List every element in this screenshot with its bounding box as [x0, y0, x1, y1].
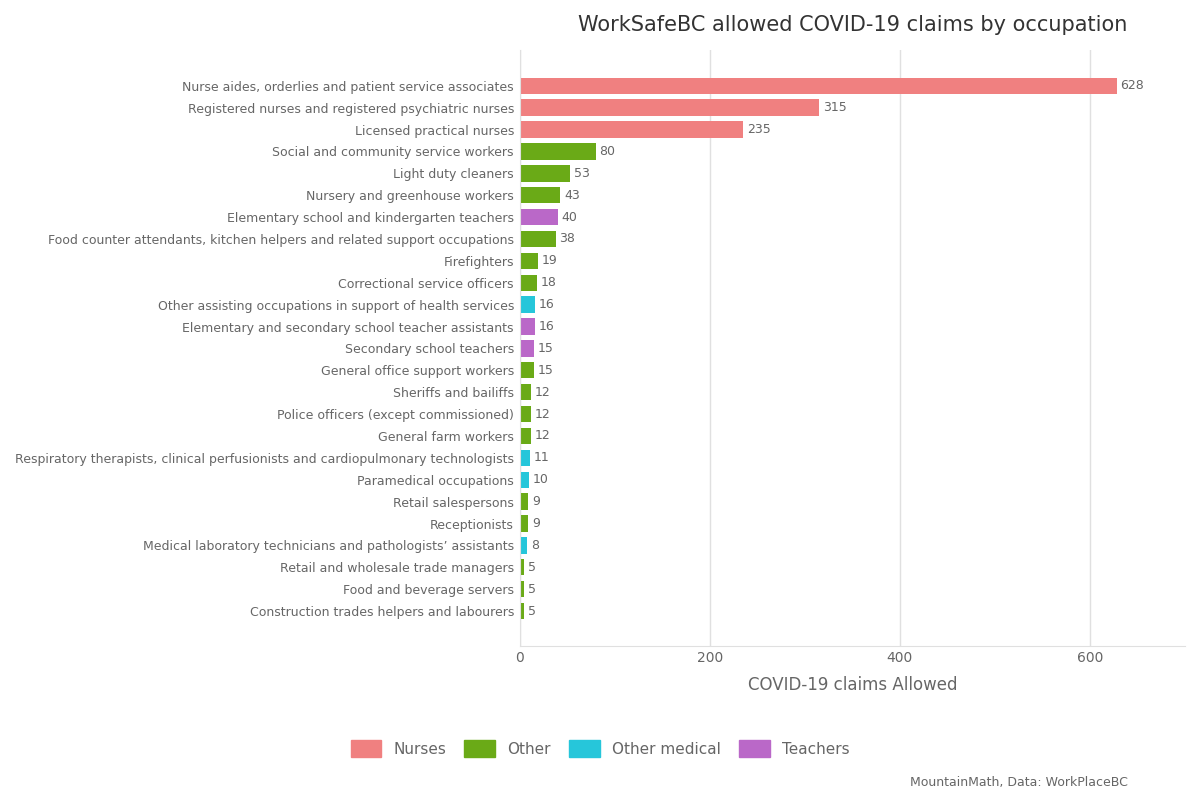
Bar: [520, 384, 530, 400]
Text: 5: 5: [528, 583, 536, 595]
Text: 11: 11: [534, 451, 550, 465]
Text: 43: 43: [564, 189, 580, 202]
Bar: [520, 209, 558, 226]
Bar: [520, 253, 538, 269]
Text: 235: 235: [746, 123, 770, 136]
Bar: [520, 231, 556, 247]
Text: 628: 628: [1121, 79, 1144, 92]
Text: 12: 12: [535, 430, 551, 442]
Text: 10: 10: [533, 473, 548, 486]
Bar: [520, 187, 560, 203]
Text: 15: 15: [538, 342, 553, 355]
Bar: [520, 100, 820, 116]
Text: 19: 19: [541, 254, 557, 267]
Text: 18: 18: [540, 277, 557, 289]
Bar: [520, 165, 570, 182]
Bar: [520, 493, 528, 510]
Title: WorkSafeBC allowed COVID-19 claims by occupation: WorkSafeBC allowed COVID-19 claims by oc…: [577, 15, 1127, 35]
Text: 38: 38: [559, 233, 575, 245]
Bar: [520, 406, 530, 422]
Text: 12: 12: [535, 407, 551, 421]
Text: 12: 12: [535, 386, 551, 398]
Text: 80: 80: [600, 145, 616, 158]
Bar: [520, 143, 595, 159]
X-axis label: COVID-19 claims Allowed: COVID-19 claims Allowed: [748, 677, 958, 694]
Bar: [520, 274, 536, 291]
Text: 8: 8: [530, 539, 539, 552]
Bar: [520, 340, 534, 356]
Bar: [520, 537, 527, 554]
Bar: [520, 428, 530, 444]
Bar: [520, 516, 528, 532]
Bar: [520, 559, 524, 575]
Bar: [520, 472, 529, 488]
Bar: [520, 318, 535, 335]
Text: 53: 53: [574, 167, 589, 180]
Text: 16: 16: [539, 320, 554, 333]
Bar: [520, 581, 524, 598]
Bar: [520, 77, 1116, 94]
Legend: Nurses, Other, Other medical, Teachers: Nurses, Other, Other medical, Teachers: [350, 740, 850, 757]
Text: 315: 315: [823, 101, 846, 114]
Text: 5: 5: [528, 605, 536, 618]
Bar: [520, 450, 530, 466]
Bar: [520, 362, 534, 379]
Bar: [520, 296, 535, 313]
Bar: [520, 603, 524, 619]
Text: 16: 16: [539, 298, 554, 311]
Text: 9: 9: [532, 517, 540, 530]
Bar: [520, 121, 743, 138]
Text: 5: 5: [528, 561, 536, 574]
Text: 9: 9: [532, 495, 540, 508]
Text: 40: 40: [562, 210, 577, 224]
Text: 15: 15: [538, 363, 553, 377]
Text: MountainMath, Data: WorkPlaceBC: MountainMath, Data: WorkPlaceBC: [910, 776, 1128, 789]
